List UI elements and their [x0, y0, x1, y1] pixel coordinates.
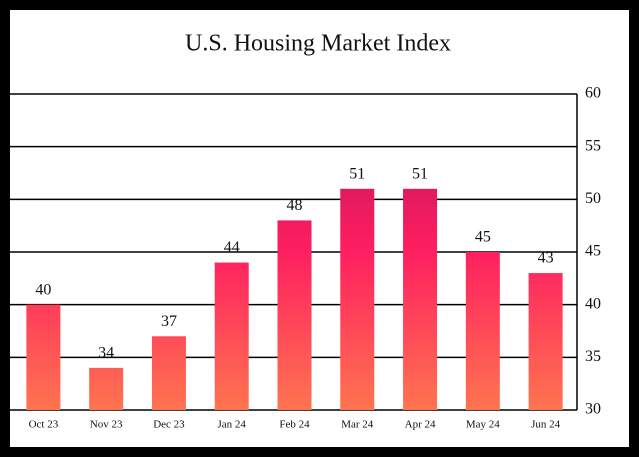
bar — [151, 336, 186, 410]
x-tick-label: Dec 23 — [153, 419, 185, 431]
y-tick-label: 45 — [585, 243, 601, 260]
bar — [277, 220, 312, 410]
y-tick-label: 30 — [585, 401, 601, 418]
bar — [528, 273, 563, 410]
bar — [340, 188, 375, 410]
value-label: 51 — [349, 165, 365, 182]
bar — [26, 304, 61, 410]
x-tick-label: Nov 23 — [90, 419, 123, 431]
bar — [403, 188, 438, 410]
value-label: 37 — [161, 313, 177, 330]
x-tick-label: Oct 23 — [29, 419, 59, 431]
value-label: 40 — [35, 281, 51, 298]
y-tick-label: 60 — [585, 85, 601, 102]
bar — [89, 367, 124, 410]
bar — [465, 252, 500, 410]
bar — [214, 262, 249, 410]
value-label: 43 — [538, 250, 554, 267]
value-label: 44 — [224, 239, 240, 256]
chart-title: U.S. Housing Market Index — [185, 31, 451, 57]
y-tick-label: 35 — [585, 348, 601, 365]
x-tick-label: Apr 24 — [405, 419, 436, 431]
x-tick-label: May 24 — [466, 419, 500, 431]
x-tick-label: Jun 24 — [531, 419, 561, 431]
y-tick-label: 55 — [585, 137, 601, 154]
x-tick-label: Feb 24 — [279, 419, 310, 431]
value-label: 51 — [412, 165, 428, 182]
x-tick-label: Jan 24 — [218, 419, 247, 431]
value-label: 45 — [475, 229, 491, 246]
value-label: 34 — [98, 345, 114, 362]
value-label: 48 — [287, 197, 303, 214]
x-tick-label: Mar 24 — [341, 419, 374, 431]
y-tick-label: 40 — [585, 295, 601, 312]
y-tick-label: 50 — [585, 190, 601, 207]
